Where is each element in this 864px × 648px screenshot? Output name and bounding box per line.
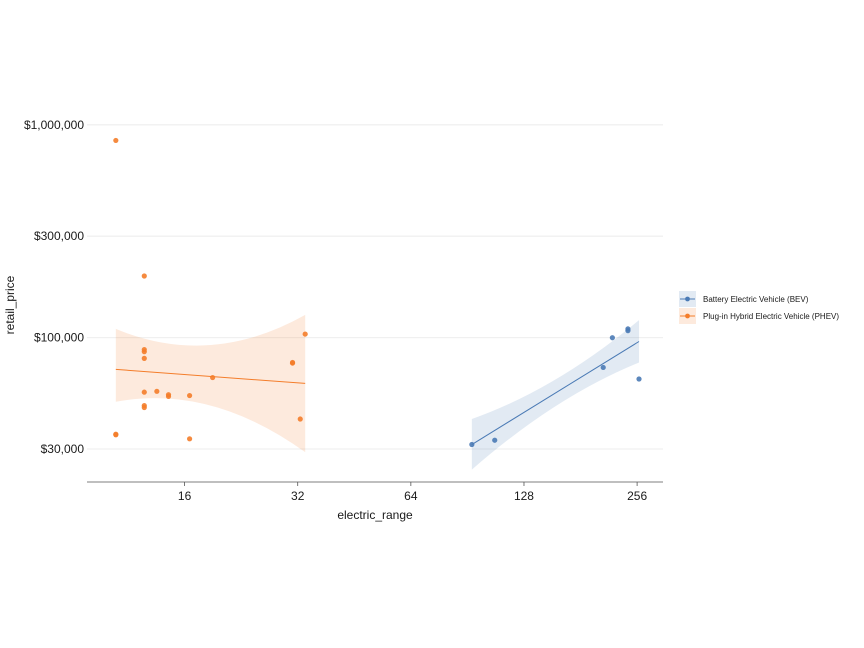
data-point	[187, 392, 193, 399]
fit-line	[471, 341, 640, 445]
data-point	[113, 431, 119, 437]
data-point	[302, 331, 308, 337]
data-point	[609, 335, 615, 341]
x-tick-label: 32	[291, 489, 305, 503]
y-axis-title: retail_price	[3, 275, 17, 334]
data-points	[113, 137, 642, 448]
data-point	[210, 374, 216, 381]
legend: Battery Electric Vehicle (BEV) Plug-in Hy…	[679, 291, 839, 324]
x-tick-label: 64	[404, 489, 418, 503]
data-point	[297, 416, 303, 422]
data-point	[113, 137, 119, 144]
confidence-band	[115, 314, 306, 453]
y-tick-label: $100,000	[34, 331, 84, 345]
data-point	[141, 355, 147, 361]
data-point	[141, 273, 147, 279]
data-point	[492, 437, 498, 443]
data-point	[141, 389, 147, 395]
data-point	[187, 436, 193, 442]
y-tick-label: $1,000,000	[24, 118, 84, 132]
x-tick-label: 256	[627, 489, 647, 503]
x-axis-ticks: 16 32 64 128 256	[178, 482, 647, 503]
data-point	[469, 441, 475, 448]
data-point	[289, 359, 296, 366]
data-point	[141, 349, 147, 355]
y-tick-label: $30,000	[41, 442, 85, 456]
confidence-bands	[115, 314, 640, 470]
x-axis-title: electric_range	[337, 508, 413, 522]
data-point	[141, 404, 147, 411]
legend-key-point	[685, 313, 690, 319]
legend-label: Battery Electric Vehicle (BEV)	[703, 295, 809, 304]
data-point	[625, 326, 631, 332]
y-axis-ticks: $30,000 $100,000 $300,000 $1,000,000	[24, 118, 84, 456]
y-tick-label: $300,000	[34, 229, 84, 243]
data-point	[636, 376, 642, 382]
data-point	[600, 364, 606, 371]
x-tick-label: 16	[178, 489, 192, 503]
legend-key-point	[685, 296, 690, 302]
confidence-band	[471, 320, 640, 470]
legend-label: Plug-in Hybrid Electric Vehicle (PHEV)	[703, 312, 839, 321]
grid-lines	[87, 124, 663, 450]
data-point	[154, 388, 160, 394]
x-tick-label: 128	[514, 489, 534, 503]
data-point	[165, 393, 172, 400]
